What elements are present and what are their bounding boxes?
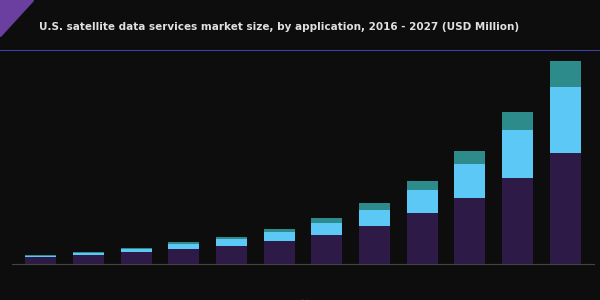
Polygon shape	[0, 0, 33, 36]
Bar	[407, 181, 438, 190]
Bar	[550, 87, 581, 153]
Bar	[502, 130, 533, 178]
Bar	[359, 210, 390, 226]
Bar	[311, 235, 343, 264]
Bar	[263, 241, 295, 264]
Bar	[73, 255, 104, 264]
Bar	[216, 246, 247, 264]
Bar	[311, 218, 343, 223]
Bar	[454, 151, 485, 164]
Bar	[502, 112, 533, 130]
Bar	[121, 249, 152, 252]
Bar	[359, 203, 390, 210]
Bar	[121, 248, 152, 249]
Text: U.S. satellite data services market size, by application, 2016 - 2027 (USD Milli: U.S. satellite data services market size…	[39, 22, 519, 32]
Bar	[216, 237, 247, 239]
Bar	[359, 226, 390, 264]
Bar	[454, 198, 485, 264]
Bar	[550, 153, 581, 264]
Bar	[73, 253, 104, 255]
Bar	[311, 223, 343, 235]
Bar	[121, 252, 152, 264]
Bar	[550, 61, 581, 87]
Bar	[502, 178, 533, 264]
Bar	[168, 242, 199, 244]
Bar	[216, 239, 247, 246]
Bar	[25, 257, 56, 264]
Bar	[263, 232, 295, 241]
Bar	[25, 255, 56, 256]
Bar	[168, 249, 199, 264]
Bar	[25, 256, 56, 257]
Bar	[407, 190, 438, 213]
Bar	[168, 244, 199, 249]
Bar	[454, 164, 485, 198]
Bar	[407, 213, 438, 264]
Legend: , , : , ,	[298, 299, 308, 300]
Bar	[263, 229, 295, 232]
Bar	[73, 252, 104, 253]
